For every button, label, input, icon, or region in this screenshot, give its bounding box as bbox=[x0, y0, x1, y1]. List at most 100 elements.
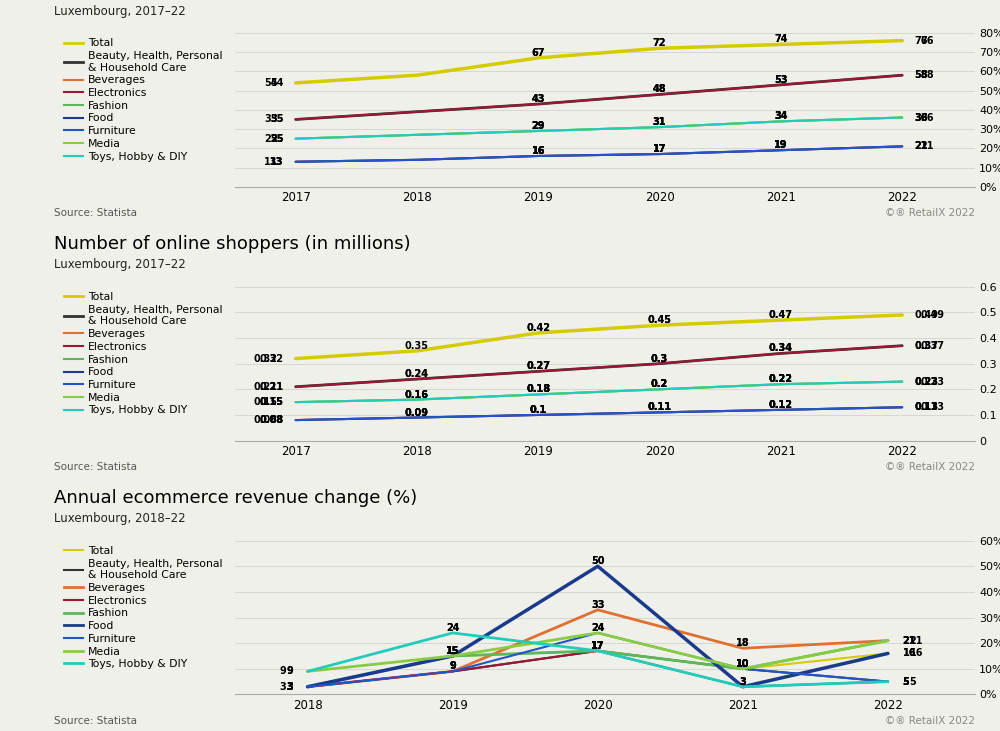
Text: 0.23: 0.23 bbox=[920, 376, 944, 387]
Text: 24: 24 bbox=[591, 623, 604, 633]
Text: 19: 19 bbox=[774, 140, 788, 150]
Text: 0.47: 0.47 bbox=[769, 310, 793, 320]
Text: 9: 9 bbox=[449, 662, 456, 671]
Text: 0.18: 0.18 bbox=[526, 385, 550, 395]
Text: 21: 21 bbox=[902, 635, 916, 645]
Text: ©® RetailX 2022: ©® RetailX 2022 bbox=[885, 716, 975, 726]
Text: 17: 17 bbox=[591, 641, 604, 651]
Text: 17: 17 bbox=[591, 641, 604, 651]
Text: 10: 10 bbox=[736, 659, 750, 669]
Text: 17: 17 bbox=[591, 641, 604, 651]
Text: 15: 15 bbox=[446, 646, 459, 656]
Text: 16: 16 bbox=[532, 146, 545, 156]
Text: 24: 24 bbox=[446, 623, 459, 633]
Text: Luxembourg, 2018–22: Luxembourg, 2018–22 bbox=[54, 512, 185, 525]
Text: 36: 36 bbox=[920, 113, 934, 123]
Text: 0.2: 0.2 bbox=[651, 379, 668, 390]
Text: 48: 48 bbox=[653, 85, 666, 94]
Text: 17: 17 bbox=[653, 144, 666, 154]
Text: 0.13: 0.13 bbox=[914, 402, 938, 412]
Text: Annual ecommerce revenue change (%): Annual ecommerce revenue change (%) bbox=[54, 489, 417, 507]
Text: 36: 36 bbox=[914, 113, 928, 123]
Legend: Total, Beauty, Health, Personal
& Household Care, Beverages, Electronics, Fashio: Total, Beauty, Health, Personal & Househ… bbox=[64, 292, 222, 415]
Text: 53: 53 bbox=[774, 75, 788, 85]
Text: 0.32: 0.32 bbox=[260, 354, 284, 363]
Text: 16: 16 bbox=[902, 648, 916, 659]
Text: 0.27: 0.27 bbox=[526, 361, 550, 371]
Text: Source: Statista: Source: Statista bbox=[54, 462, 137, 472]
Text: 21: 21 bbox=[902, 635, 916, 645]
Text: 0.37: 0.37 bbox=[920, 341, 944, 351]
Text: 3: 3 bbox=[739, 677, 746, 686]
Text: 0.22: 0.22 bbox=[769, 374, 793, 385]
Text: 43: 43 bbox=[532, 94, 545, 104]
Text: 24: 24 bbox=[591, 623, 604, 633]
Text: 3: 3 bbox=[286, 682, 293, 692]
Text: 0.08: 0.08 bbox=[259, 415, 284, 425]
Text: 0.1: 0.1 bbox=[530, 405, 547, 415]
Text: 25: 25 bbox=[270, 134, 284, 144]
Text: 3: 3 bbox=[286, 682, 293, 692]
Text: 36: 36 bbox=[914, 113, 928, 123]
Text: 24: 24 bbox=[446, 623, 459, 633]
Text: 18: 18 bbox=[736, 638, 750, 648]
Text: 0.18: 0.18 bbox=[526, 385, 550, 395]
Text: 3: 3 bbox=[279, 682, 286, 692]
Text: 10: 10 bbox=[736, 659, 750, 669]
Text: 0.27: 0.27 bbox=[526, 361, 550, 371]
Text: 5: 5 bbox=[902, 677, 909, 686]
Text: 9: 9 bbox=[449, 662, 456, 671]
Text: 0.11: 0.11 bbox=[648, 402, 672, 412]
Text: 3: 3 bbox=[286, 682, 293, 692]
Text: 10: 10 bbox=[736, 659, 750, 669]
Text: 67: 67 bbox=[532, 48, 545, 58]
Text: 17: 17 bbox=[591, 641, 604, 651]
Text: 0.16: 0.16 bbox=[405, 390, 429, 400]
Text: 17: 17 bbox=[653, 144, 666, 154]
Text: 0.49: 0.49 bbox=[914, 310, 938, 320]
Text: 9: 9 bbox=[286, 667, 293, 676]
Text: 16: 16 bbox=[902, 648, 916, 659]
Text: 34: 34 bbox=[774, 111, 788, 121]
Text: 33: 33 bbox=[591, 600, 604, 610]
Text: 0.15: 0.15 bbox=[260, 397, 284, 407]
Text: 0.12: 0.12 bbox=[769, 400, 793, 410]
Text: 34: 34 bbox=[774, 111, 788, 121]
Text: 72: 72 bbox=[653, 38, 666, 48]
Text: 25: 25 bbox=[264, 134, 277, 144]
Text: 0.34: 0.34 bbox=[769, 344, 793, 353]
Text: 19: 19 bbox=[774, 140, 788, 150]
Text: 16: 16 bbox=[532, 146, 545, 156]
Text: 0.22: 0.22 bbox=[769, 374, 793, 385]
Legend: Total, Beauty, Health, Personal
& Household Care, Beverages, Electronics, Fashio: Total, Beauty, Health, Personal & Househ… bbox=[64, 546, 222, 670]
Text: 31: 31 bbox=[653, 117, 666, 127]
Text: 43: 43 bbox=[532, 94, 545, 104]
Text: 13: 13 bbox=[264, 156, 277, 167]
Text: 0.37: 0.37 bbox=[914, 341, 938, 351]
Text: 50: 50 bbox=[591, 556, 604, 567]
Text: 53: 53 bbox=[774, 75, 788, 85]
Text: 0.12: 0.12 bbox=[769, 400, 793, 410]
Text: 19: 19 bbox=[774, 140, 788, 150]
Text: 0.16: 0.16 bbox=[405, 390, 429, 400]
Text: 29: 29 bbox=[532, 121, 545, 131]
Text: 17: 17 bbox=[591, 641, 604, 651]
Text: 24: 24 bbox=[591, 623, 604, 633]
Text: 9: 9 bbox=[279, 667, 286, 676]
Text: 58: 58 bbox=[914, 70, 928, 80]
Text: 0.09: 0.09 bbox=[405, 407, 429, 417]
Text: 17: 17 bbox=[653, 144, 666, 154]
Text: 31: 31 bbox=[653, 117, 666, 127]
Text: 0.11: 0.11 bbox=[648, 402, 672, 412]
Text: 0.18: 0.18 bbox=[526, 385, 550, 395]
Text: 10: 10 bbox=[736, 659, 750, 669]
Text: 21: 21 bbox=[914, 141, 928, 151]
Text: Luxembourg, 2017–22: Luxembourg, 2017–22 bbox=[54, 4, 185, 18]
Text: 35: 35 bbox=[264, 115, 277, 124]
Text: 5: 5 bbox=[902, 677, 909, 686]
Text: 21: 21 bbox=[902, 635, 916, 645]
Text: 0.13: 0.13 bbox=[914, 402, 938, 412]
Text: ©® RetailX 2022: ©® RetailX 2022 bbox=[885, 462, 975, 472]
Text: 21: 21 bbox=[914, 141, 928, 151]
Text: 17: 17 bbox=[653, 144, 666, 154]
